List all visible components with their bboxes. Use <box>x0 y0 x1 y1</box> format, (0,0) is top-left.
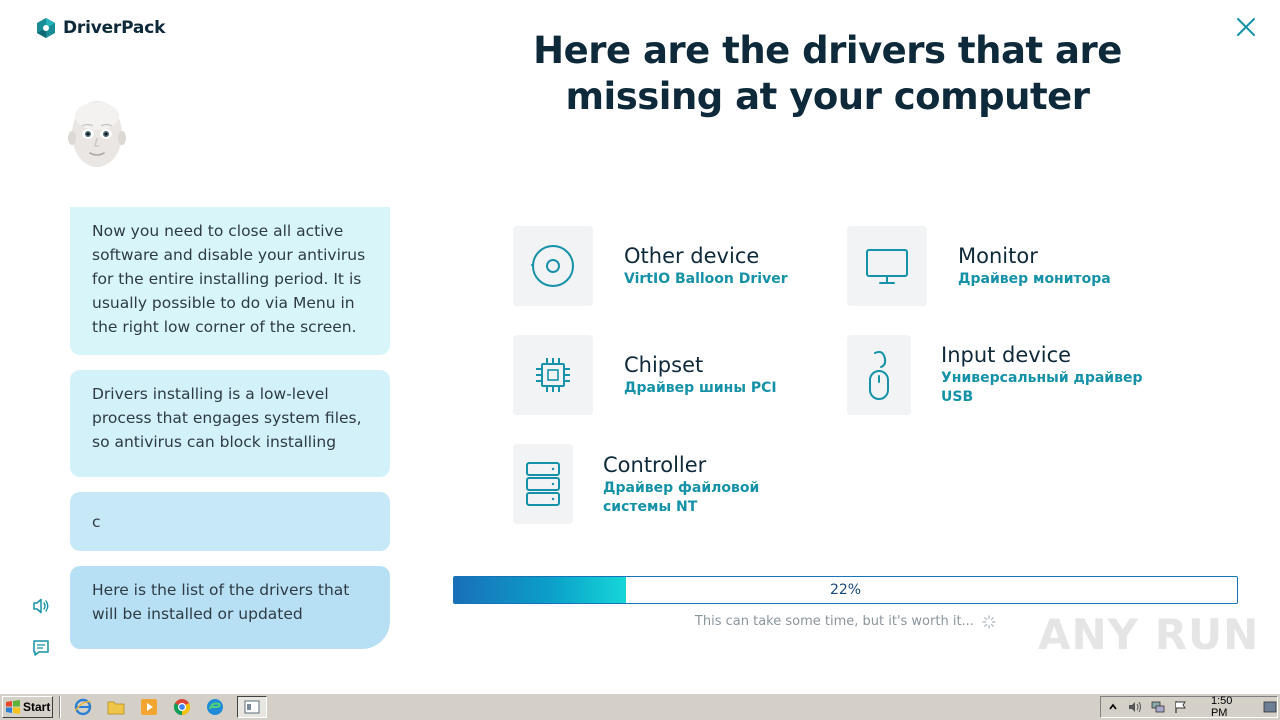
taskbar: Start 1:50 PM <box>0 693 1280 720</box>
driver-description-line: системы NT <box>603 499 698 515</box>
taskbar-separator <box>59 696 61 718</box>
chat-message: Now you need to close all active softwar… <box>70 207 390 355</box>
driver-item-input-device[interactable]: Input device Универсальный драйвер USB <box>847 335 1142 415</box>
driver-tile <box>847 335 911 415</box>
driver-description: Драйвер файловой системы NT <box>603 479 759 517</box>
page-title: Here are the drivers that are missing at… <box>533 29 1122 118</box>
driver-description: VirtIO Balloon Driver <box>624 271 788 287</box>
driver-item-other-device[interactable]: Other device VirtIO Balloon Driver <box>513 226 788 306</box>
internet-explorer-icon[interactable] <box>72 696 94 718</box>
install-progress-bar: 22% <box>453 576 1238 604</box>
system-tray: 1:50 PM <box>1100 695 1278 719</box>
driver-name: Chipset <box>624 353 704 377</box>
driver-item-controller[interactable]: Controller Драйвер файловой системы NT <box>513 444 759 524</box>
chat-icon[interactable] <box>31 638 51 658</box>
chat-message: c <box>70 492 390 551</box>
media-player-icon[interactable] <box>138 696 160 718</box>
driver-tile <box>513 444 573 524</box>
driver-description: Универсальный драйвер USB <box>941 369 1142 407</box>
driver-name: Controller <box>603 453 707 477</box>
chat-message: Here is the list of the drivers that wil… <box>70 566 390 649</box>
mouse-icon <box>869 350 889 400</box>
file-explorer-icon[interactable] <box>105 696 127 718</box>
disc-icon <box>531 245 574 287</box>
driver-description-line: Универсальный драйвер <box>941 370 1143 386</box>
loading-spinner-icon <box>982 614 996 629</box>
logo-text: DriverPack <box>63 18 166 38</box>
speaker-icon[interactable] <box>31 596 51 616</box>
clock: 1:50 PM <box>1210 695 1233 719</box>
show-desktop-icon[interactable] <box>1263 700 1277 714</box>
progress-hint-text: This can take some time, but it's worth … <box>694 614 974 629</box>
driver-description: Драйвер шины PCI <box>624 380 777 396</box>
driver-tile <box>513 226 593 306</box>
driverpack-logo-icon <box>37 18 55 38</box>
driverpack-logo: DriverPack <box>35 17 165 39</box>
driver-tile <box>513 335 593 415</box>
driver-description-line: Драйвер файловой <box>603 480 760 496</box>
driver-name: Monitor <box>958 244 1038 268</box>
driver-item-chipset[interactable]: Chipset Драйвер шины PCI <box>513 335 777 415</box>
driver-tile <box>847 226 927 306</box>
tray-expand-icon[interactable] <box>1107 700 1119 714</box>
driverpack-taskbar-button[interactable] <box>237 696 267 718</box>
close-icon[interactable] <box>1234 15 1258 39</box>
chat-message: Drivers installing is a low-level proces… <box>70 370 390 477</box>
start-label: Start <box>23 700 51 714</box>
driver-item-monitor[interactable]: Monitor Драйвер монитора <box>847 226 1111 306</box>
progress-hint: This can take some time, but it's worth … <box>453 614 1238 629</box>
volume-icon[interactable] <box>1128 700 1142 714</box>
progress-fill <box>454 577 627 603</box>
windows-flag-icon <box>6 700 20 714</box>
monitor-icon <box>866 249 908 284</box>
driver-description: Драйвер монитора <box>958 271 1111 287</box>
start-button[interactable]: Start <box>2 696 53 718</box>
server-icon <box>526 462 560 506</box>
driver-name: Input device <box>941 343 1072 367</box>
assistant-avatar <box>66 96 128 174</box>
chip-icon <box>536 358 570 392</box>
driver-description-line: USB <box>941 389 974 405</box>
driver-name: Other device <box>624 244 760 268</box>
progress-label: 22% <box>829 582 862 598</box>
chrome-icon[interactable] <box>171 696 193 718</box>
edge-icon[interactable] <box>204 696 226 718</box>
network-icon[interactable] <box>1151 700 1165 714</box>
action-center-flag-icon[interactable] <box>1174 700 1188 714</box>
watermark: ANY RUN <box>1038 610 1260 659</box>
